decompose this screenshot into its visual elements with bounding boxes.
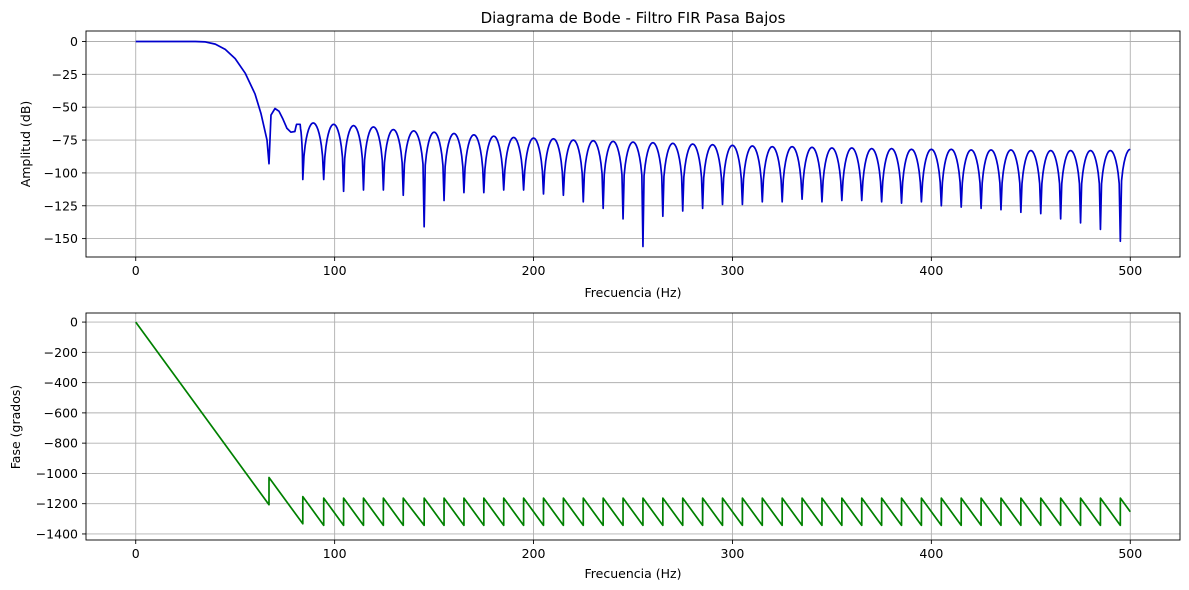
phase-x-tick-label: 100 — [323, 546, 347, 561]
phase-y-axis-label: Fase (grados) — [8, 385, 23, 469]
amplitude-series-line — [135, 40, 1131, 248]
phase-x-tick-label: 300 — [721, 546, 745, 561]
phase-y-tick-label: 0 — [70, 315, 78, 330]
phase-x-tick-label: 200 — [522, 546, 546, 561]
phase-subplot: 0 100 200 300 400 500 0 −200 −400 −600 −800 −1000 −1… — [8, 312, 1181, 581]
phase-grid — [86, 313, 1180, 540]
amplitude-x-tick-label: 300 — [721, 263, 745, 278]
phase-x-tick-label: 500 — [1118, 546, 1142, 561]
amplitude-y-axis-label: Amplitud (dB) — [18, 101, 33, 188]
phase-y-tick-label: −400 — [44, 375, 78, 390]
phase-y-tick-label: −600 — [44, 405, 78, 420]
amplitude-y-tick-label: −150 — [44, 231, 78, 246]
amplitude-chart-title: Diagrama de Bode - Filtro FIR Pasa Bajos — [481, 9, 786, 27]
amplitude-x-axis-label: Frecuencia (Hz) — [585, 285, 682, 300]
amplitude-x-tick-label: 500 — [1118, 263, 1142, 278]
amplitude-grid — [86, 31, 1180, 257]
phase-plot-frame — [85, 312, 1181, 541]
amplitude-y-tick-label: −100 — [44, 165, 78, 180]
phase-series — [135, 321, 1131, 527]
phase-x-tick-label: 0 — [132, 546, 140, 561]
phase-y-tick-label: −800 — [44, 436, 78, 451]
amplitude-plot-frame — [85, 30, 1181, 258]
phase-series-line — [135, 321, 1131, 527]
amplitude-x-tick-label: 200 — [522, 263, 546, 278]
phase-ticks: 0 100 200 300 400 500 0 −200 −400 −600 −800 −1000 −1… — [36, 315, 1143, 561]
amplitude-y-tick-label: 0 — [70, 34, 78, 49]
amplitude-y-tick-label: −25 — [52, 67, 78, 82]
amplitude-x-tick-label: 100 — [323, 263, 347, 278]
amplitude-x-tick-label: 400 — [919, 263, 943, 278]
amplitude-y-tick-label: −125 — [44, 198, 78, 213]
amplitude-y-tick-label: −50 — [52, 100, 78, 115]
phase-y-tick-label: −200 — [44, 345, 78, 360]
phase-y-tick-label: −1000 — [36, 466, 78, 481]
phase-x-axis-label: Frecuencia (Hz) — [585, 566, 682, 581]
phase-y-tick-label: −1200 — [36, 496, 78, 511]
phase-x-tick-label: 400 — [919, 546, 943, 561]
amplitude-y-tick-label: −75 — [52, 133, 78, 148]
amplitude-x-tick-label: 0 — [132, 263, 140, 278]
amplitude-series — [135, 40, 1131, 248]
amplitude-subplot: Diagrama de Bode - Filtro FIR Pasa Bajos… — [18, 9, 1181, 300]
amplitude-ticks: 0 100 200 300 400 500 0 −25 −50 −75 −100 −125 −150 — [44, 34, 1143, 278]
phase-y-tick-label: −1400 — [36, 526, 78, 541]
